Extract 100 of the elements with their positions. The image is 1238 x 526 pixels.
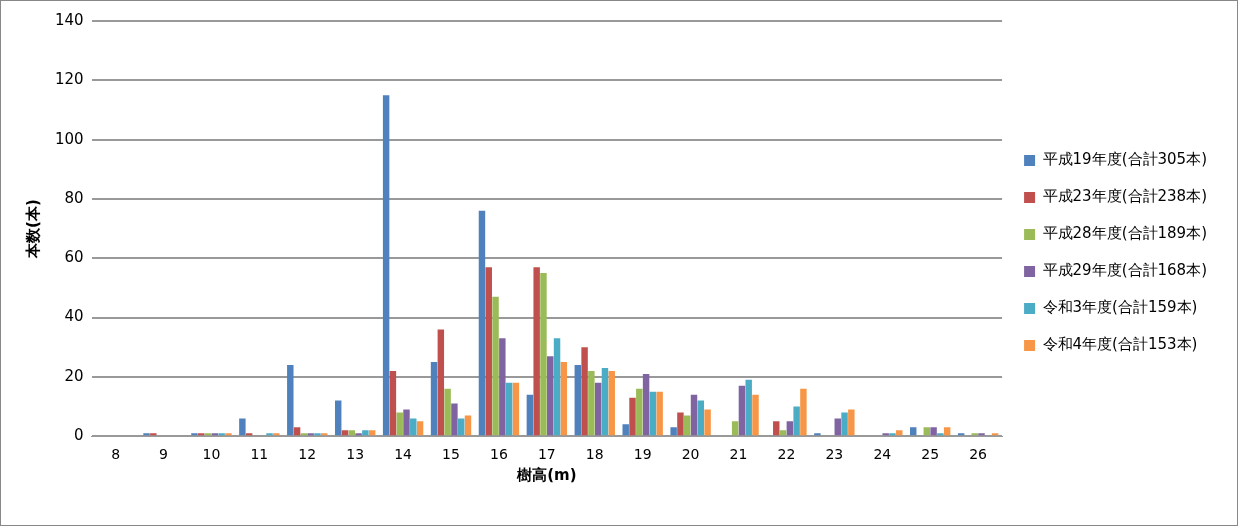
x-tick-label: 8 [111,446,121,463]
bar [841,412,848,436]
bar [793,406,800,436]
bar [382,95,390,436]
bar [505,382,513,436]
y-tick-label: 140 [54,10,84,29]
bar [451,403,458,436]
y-tick-label: 120 [54,70,84,89]
bar [485,267,492,436]
bar [492,296,499,436]
x-tick-label: 23 [825,446,844,463]
x-tick-label: 14 [394,446,413,463]
bar [368,430,376,436]
bar [848,409,855,436]
bar [779,430,787,436]
y-tick-label: 60 [64,248,84,267]
bar [287,365,294,436]
bar [410,418,417,436]
x-tick-label: 19 [633,446,652,463]
bar [430,362,438,436]
bar [622,424,629,436]
x-tick-label: 22 [777,446,796,463]
x-tick-label: 12 [298,446,317,463]
legend-label: 平成29年度(合計168本) [1042,261,1207,280]
bar [293,427,301,436]
x-tick-label: 15 [442,446,460,463]
bar [642,373,650,436]
bar [389,370,397,436]
x-tick-label: 9 [159,446,168,463]
y-tick-label: 20 [64,366,84,385]
bar [553,338,561,436]
bar [526,394,534,436]
bar [690,394,698,436]
x-tick-label: 20 [681,446,700,463]
legend-label: 令和4年度(合計153本) [1042,335,1198,354]
bar [588,370,595,436]
bar [930,427,937,436]
bar [738,385,746,436]
y-tick-label: 0 [74,426,84,445]
bar [581,347,588,436]
bar [752,394,759,436]
bar [547,356,554,436]
bar [574,365,582,436]
x-axis-title: 樹高(m) [516,465,577,484]
bar [773,421,780,436]
bar [348,430,356,436]
bar [745,379,752,436]
bar [601,367,609,436]
y-tick-label: 80 [64,188,84,207]
bar [677,412,684,436]
bar [464,415,472,436]
bar [512,382,520,436]
bar [608,370,615,436]
bar [437,329,445,436]
bar [403,409,410,436]
bar [943,427,951,436]
bar [362,430,369,436]
bar [396,412,403,436]
y-tick-label: 40 [64,307,84,326]
bar [457,418,465,436]
legend-label: 平成19年度(合計305本) [1042,150,1207,169]
bar [560,362,568,436]
bar [670,427,677,436]
x-tick-label: 21 [729,446,748,463]
legend-label: 平成28年度(合計189本) [1042,224,1207,243]
x-tick-label: 10 [202,446,221,463]
x-tick-label: 25 [921,446,940,463]
bar [923,427,931,436]
x-tick-label: 26 [969,446,988,463]
x-tick-label: 17 [537,446,556,463]
bar [731,421,739,436]
bar [478,210,486,436]
x-tick-label: 24 [873,446,892,463]
bar [416,421,424,436]
bar [594,382,602,436]
bar [834,418,841,436]
bar [800,388,807,436]
legend-label: 平成23年度(合計238本) [1042,187,1207,206]
bar [341,430,349,436]
bar [444,388,451,436]
bar [629,397,636,436]
bar [636,388,643,436]
bar [910,427,917,436]
bar [683,415,691,436]
bar [499,338,506,436]
x-tick-label: 11 [250,446,269,463]
bar [656,391,663,436]
bar [697,400,705,436]
bar [540,273,547,436]
x-tick-label: 16 [490,446,508,463]
x-tick-label: 18 [585,446,604,463]
y-axis-title: 本数(本) [23,199,42,259]
bar [786,421,794,436]
bar [649,391,657,436]
x-tick-label: 13 [346,446,365,463]
bar [896,430,903,436]
bar [334,400,342,436]
bar [704,409,711,436]
y-tick-label: 100 [54,129,84,148]
bar [533,267,540,436]
